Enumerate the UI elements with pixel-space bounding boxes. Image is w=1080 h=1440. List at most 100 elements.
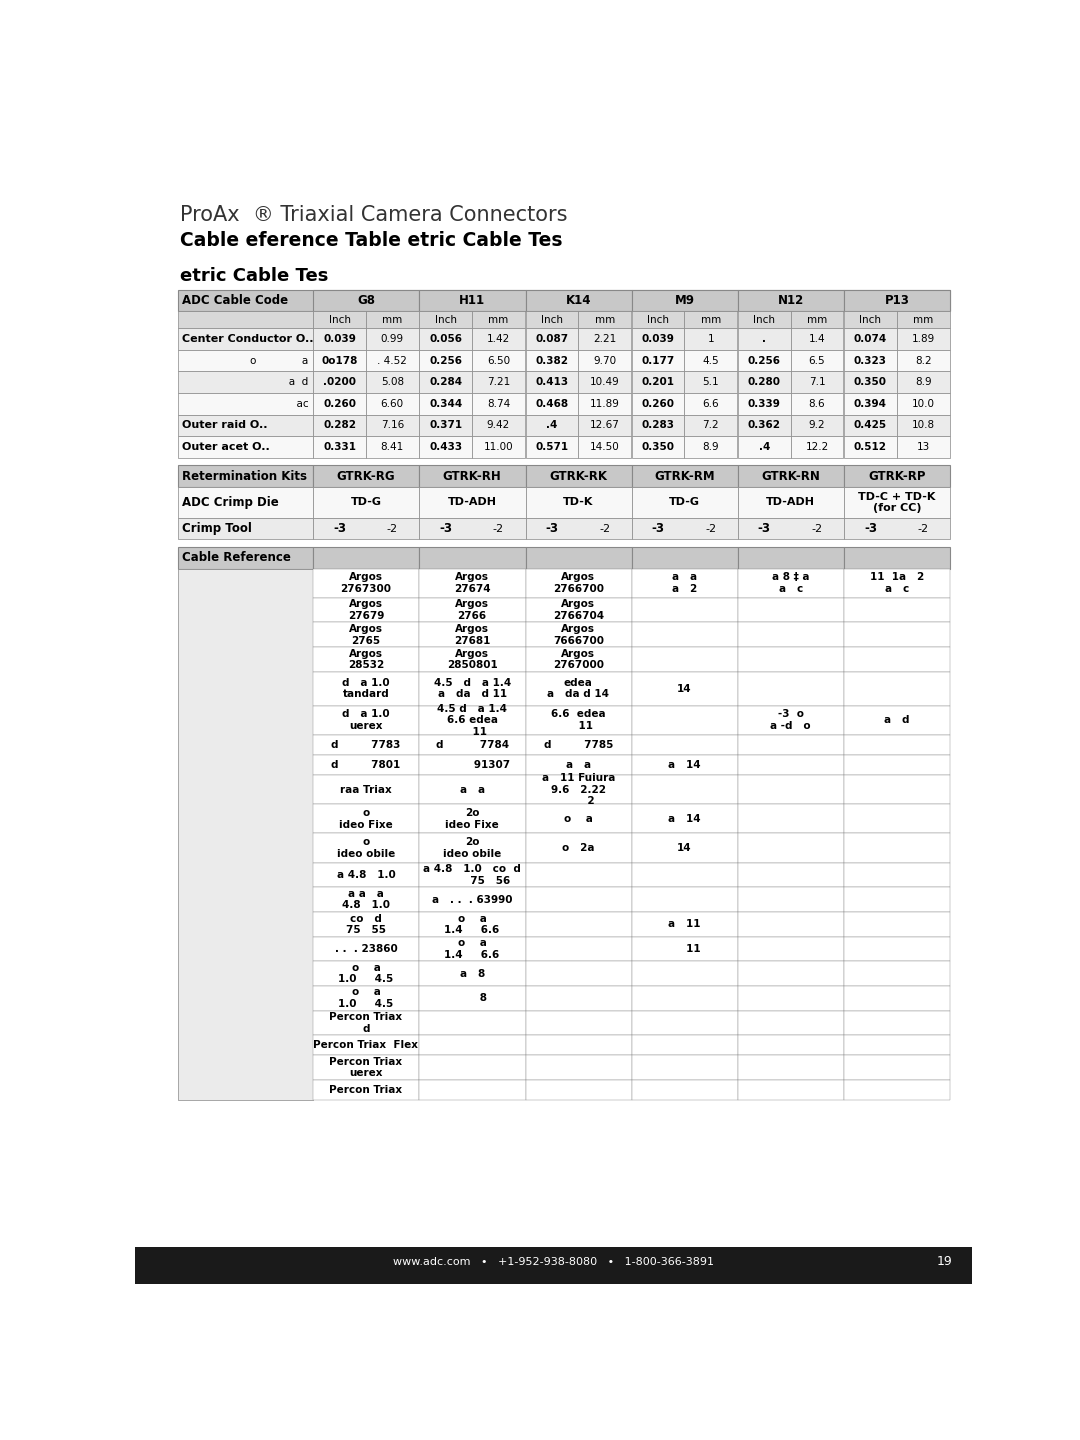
Bar xyxy=(177,487,313,518)
Text: 4.5: 4.5 xyxy=(702,356,719,366)
Text: o    a
1.0     4.5: o a 1.0 4.5 xyxy=(338,963,393,985)
Bar xyxy=(526,986,632,1011)
Bar xyxy=(419,569,526,598)
Bar xyxy=(419,863,526,887)
Text: 6.6: 6.6 xyxy=(702,399,719,409)
Text: mm: mm xyxy=(488,315,509,325)
Text: -2: -2 xyxy=(387,524,397,534)
Bar xyxy=(419,647,526,671)
Text: raa Triax: raa Triax xyxy=(340,785,392,795)
Bar xyxy=(738,328,791,350)
Bar xyxy=(632,1080,738,1100)
Bar xyxy=(419,912,526,936)
Text: H11: H11 xyxy=(459,294,485,307)
Bar xyxy=(526,436,578,458)
Bar xyxy=(419,372,472,393)
Text: 6.6  edea
    11: 6.6 edea 11 xyxy=(551,710,606,732)
Text: o
ideo Fixe: o ideo Fixe xyxy=(339,808,393,829)
Text: edea
a   da d 14: edea a da d 14 xyxy=(548,678,609,700)
Text: Inch: Inch xyxy=(647,315,670,325)
Bar xyxy=(632,289,738,311)
Bar xyxy=(685,328,738,350)
Text: mm: mm xyxy=(913,315,933,325)
Text: 14: 14 xyxy=(677,842,692,852)
Bar xyxy=(472,350,525,372)
Bar xyxy=(845,350,896,372)
Bar xyxy=(845,547,950,569)
Text: Percon Triax  Flex: Percon Triax Flex xyxy=(313,1040,418,1050)
Bar xyxy=(366,328,419,350)
Bar xyxy=(419,1011,526,1035)
Bar xyxy=(472,393,525,415)
Bar xyxy=(526,518,632,540)
Bar xyxy=(526,547,632,569)
Bar xyxy=(313,393,366,415)
Bar xyxy=(366,311,419,328)
Bar xyxy=(738,1080,845,1100)
Text: mm: mm xyxy=(807,315,827,325)
Text: 0.571: 0.571 xyxy=(536,442,568,452)
Text: 10.8: 10.8 xyxy=(912,420,934,431)
Bar xyxy=(845,804,950,834)
Bar xyxy=(526,804,632,834)
Bar xyxy=(632,734,738,755)
Text: 0.371: 0.371 xyxy=(429,420,462,431)
Text: 0.260: 0.260 xyxy=(642,399,675,409)
Text: Argos
28532: Argos 28532 xyxy=(348,648,384,670)
Text: www.adc.com   •   +1-952-938-8080   •   1-800-366-3891: www.adc.com • +1-952-938-8080 • 1-800-36… xyxy=(393,1257,714,1267)
Bar xyxy=(738,734,845,755)
Text: P13: P13 xyxy=(885,294,909,307)
Text: TD-C + TD-K
(for CC): TD-C + TD-K (for CC) xyxy=(859,491,935,513)
Bar xyxy=(526,328,578,350)
Bar xyxy=(896,328,949,350)
Bar xyxy=(177,372,313,393)
Bar xyxy=(632,775,738,804)
Text: 0.468: 0.468 xyxy=(536,399,568,409)
Bar xyxy=(632,887,738,912)
Bar xyxy=(313,436,366,458)
Text: .4: .4 xyxy=(758,442,770,452)
Text: a   a: a a xyxy=(566,760,591,770)
Bar xyxy=(738,755,845,775)
Bar xyxy=(177,569,313,1100)
Text: 0.512: 0.512 xyxy=(854,442,887,452)
Text: TD-ADH: TD-ADH xyxy=(766,497,815,507)
Text: Argos
2766704: Argos 2766704 xyxy=(553,599,604,621)
Text: 0.339: 0.339 xyxy=(747,399,781,409)
Text: a 8 ‡ a
a   c: a 8 ‡ a a c xyxy=(772,573,809,595)
Bar xyxy=(526,962,632,986)
Bar xyxy=(366,436,419,458)
Bar xyxy=(526,834,632,863)
Bar xyxy=(419,734,526,755)
Text: 7.1: 7.1 xyxy=(809,377,825,387)
Bar xyxy=(313,647,419,671)
Bar xyxy=(313,887,419,912)
Text: 0o178: 0o178 xyxy=(322,356,357,366)
Bar xyxy=(896,311,949,328)
Bar xyxy=(632,328,685,350)
Text: 1: 1 xyxy=(707,334,714,344)
Bar xyxy=(526,622,632,647)
Text: Argos
7666700: Argos 7666700 xyxy=(553,624,604,645)
Bar xyxy=(845,518,950,540)
Bar xyxy=(845,393,896,415)
Bar xyxy=(526,415,578,436)
Bar xyxy=(419,415,472,436)
Bar xyxy=(791,350,843,372)
Text: GTRK-RH: GTRK-RH xyxy=(443,469,501,482)
Bar xyxy=(526,569,632,598)
Bar xyxy=(578,328,631,350)
Text: d          7784: d 7784 xyxy=(435,740,509,750)
Text: 0.425: 0.425 xyxy=(854,420,887,431)
Text: 9.2: 9.2 xyxy=(809,420,825,431)
Text: -2: -2 xyxy=(705,524,716,534)
Bar xyxy=(177,311,313,328)
Text: Percon Triax: Percon Triax xyxy=(329,1084,403,1094)
Text: -3: -3 xyxy=(651,523,664,536)
Bar xyxy=(845,734,950,755)
Bar xyxy=(526,863,632,887)
Bar xyxy=(419,887,526,912)
Text: 8.9: 8.9 xyxy=(915,377,931,387)
Bar xyxy=(845,755,950,775)
Bar xyxy=(791,393,843,415)
